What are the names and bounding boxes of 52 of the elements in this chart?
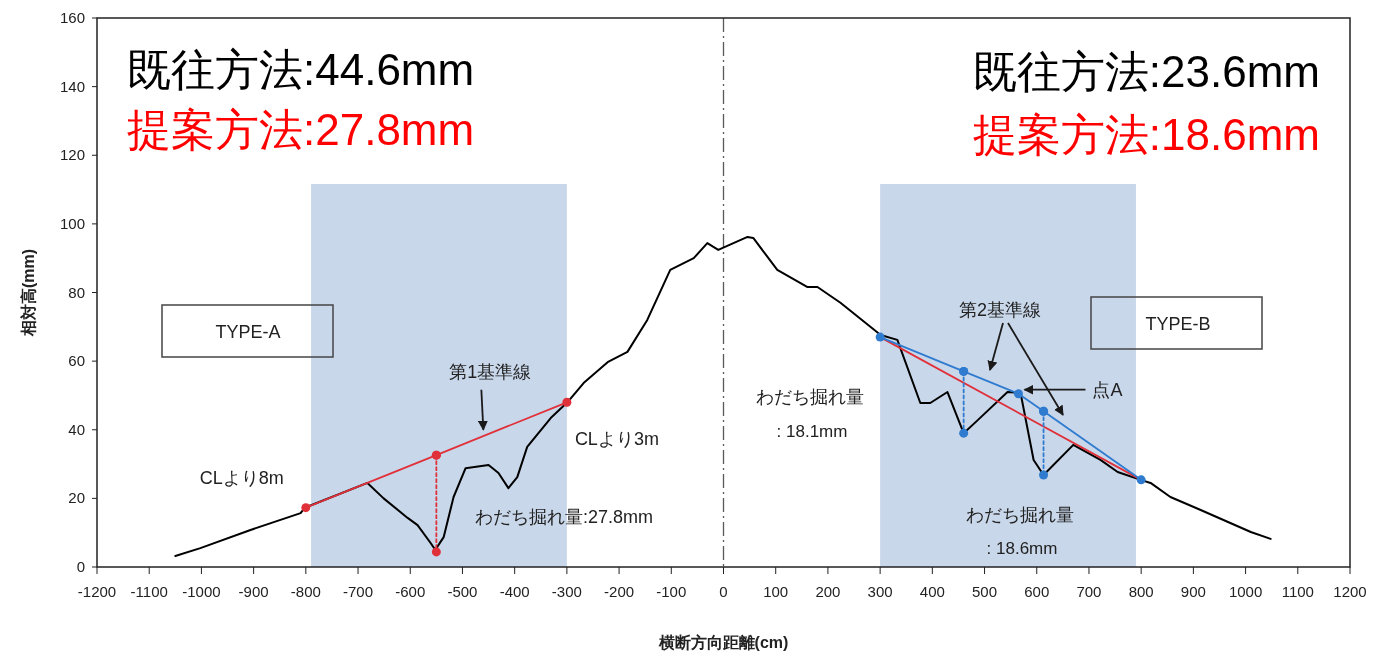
x-tick-label: 1000 [1228, 583, 1263, 600]
x-tick-label: 900 [1180, 583, 1206, 600]
annotation: 提案方法:27.8mm [127, 105, 475, 154]
x-tick-label: 300 [867, 583, 893, 600]
annotation: CLより8m [199, 467, 284, 488]
x-tick-label: 400 [919, 583, 945, 600]
x-tick-label: 0 [719, 583, 728, 600]
annotation: TYPE-B [1145, 314, 1211, 334]
x-tick-label: -1200 [77, 583, 117, 600]
x-tick-label: -600 [395, 583, 426, 600]
x-tick-label: 200 [815, 583, 841, 600]
y-axis-title: 相対高(mm) [19, 248, 37, 338]
y-tick-label: 160 [59, 9, 85, 26]
x-tick-label: 1200 [1333, 583, 1367, 600]
x-tick-label: 700 [1076, 583, 1102, 600]
annotation: : 18.6mm [986, 539, 1058, 558]
x-tick-label: -1000 [182, 583, 221, 600]
annotation: 第2基準線 [958, 300, 1042, 320]
annotation: 既往方法:23.6mm [972, 47, 1320, 96]
y-tick-label: 0 [76, 558, 85, 575]
y-tick-label: 60 [68, 352, 85, 370]
x-tick-label: 500 [972, 583, 998, 600]
x-tick-label: -800 [290, 583, 321, 600]
x-axis-title: 横断方向距離(cm) [657, 633, 789, 651]
annotation: わだち掘れ量 [756, 387, 864, 407]
x-tick-label: -300 [551, 583, 582, 600]
annotation: 第1基準線 [449, 361, 532, 382]
y-tick-label: 140 [59, 77, 85, 95]
annotation: : 18.1mm [776, 422, 848, 441]
y-tick-label: 80 [68, 283, 85, 301]
x-tick-label: 600 [1024, 583, 1050, 600]
annotation: 提案方法:18.6mm [972, 110, 1320, 159]
x-tick-label: 100 [763, 583, 789, 600]
annotation: 点A [1092, 379, 1123, 400]
y-tick-label: 20 [68, 489, 85, 507]
annotation: TYPE-A [215, 322, 281, 342]
x-tick-label: -100 [656, 583, 687, 600]
annotation: 既往方法:44.6mm [127, 45, 475, 94]
x-tick-label: -500 [447, 583, 478, 600]
y-tick-label: 40 [68, 420, 85, 438]
x-tick-label: -900 [238, 583, 269, 600]
x-tick-label: -400 [499, 583, 530, 600]
y-tick-label: 100 [59, 214, 85, 232]
x-tick-label: 800 [1128, 583, 1154, 600]
x-tick-label: 1100 [1281, 583, 1314, 600]
y-tick-label: 120 [59, 146, 85, 164]
annotation: わだち掘れ量 [966, 505, 1074, 525]
annotation: わだち掘れ量:27.8mm [475, 507, 654, 527]
x-tick-label: -1100 [130, 583, 168, 600]
x-tick-label: -700 [343, 583, 374, 600]
x-tick-label: -200 [604, 583, 635, 600]
annotation: CLより3m [574, 429, 659, 450]
